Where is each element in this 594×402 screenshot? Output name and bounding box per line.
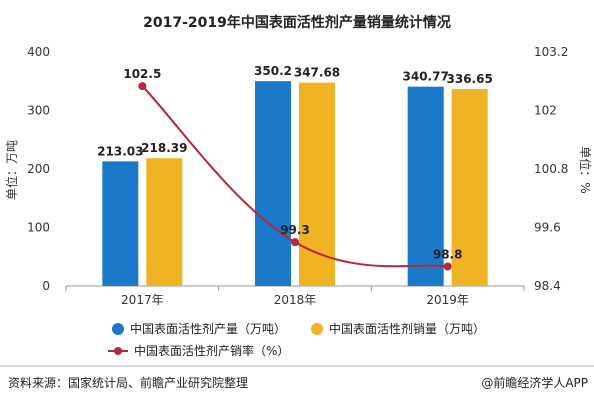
x-tick-label: 2017年 xyxy=(121,293,164,307)
bar-production xyxy=(255,81,291,287)
legend-swatch-sales xyxy=(311,323,323,335)
bar-production xyxy=(102,161,139,286)
line-point xyxy=(291,238,299,247)
legend-swatch-line-marker xyxy=(114,347,122,355)
y-left-tick-label: 300 xyxy=(27,104,50,118)
y-left-tick-label: 400 xyxy=(27,45,50,59)
line-data-label: 102.5 xyxy=(123,67,161,81)
line-data-label: 99.3 xyxy=(280,223,310,237)
x-tick-label: 2018年 xyxy=(274,293,317,307)
bar-sales xyxy=(451,89,488,286)
bar-sales xyxy=(299,82,335,286)
legend-label-sales: 中国表面活性剂销量（万吨） xyxy=(329,321,485,336)
bar-data-label: 336.65 xyxy=(447,72,493,86)
line-point xyxy=(443,262,452,271)
y-right-tick-label: 99.6 xyxy=(534,221,561,235)
marks: 213.03 350.2 340.77 218.39 347.68 336.65 102.5… xyxy=(97,64,493,287)
line-data-label: 98.8 xyxy=(433,248,463,262)
chart-title: 2017-2019年中国表面活性剂产量销量统计情况 xyxy=(143,14,451,31)
y-left-tick-label: 100 xyxy=(27,221,50,235)
y-right-tick-label: 100.8 xyxy=(534,162,568,176)
y-right-tick-label: 103.2 xyxy=(534,45,568,59)
y-axis-left-label: 单位：万吨 xyxy=(4,140,19,200)
axes: 0 100 200 300 400 98.4 99.6 100.8 102 103.2 2017年 2… xyxy=(27,45,568,307)
y-right-tick-label: 102 xyxy=(534,104,557,118)
bar-data-label: 340.77 xyxy=(403,70,449,84)
legend-label-rate: 中国表面活性剂产销率（%） xyxy=(134,343,289,358)
bar-data-label: 218.39 xyxy=(141,141,187,155)
y-left-tick-label: 200 xyxy=(27,162,50,176)
bar-data-label: 350.2 xyxy=(254,64,292,78)
bar-sales xyxy=(146,158,183,286)
x-tick-label: 2019年 xyxy=(426,293,469,307)
line-point xyxy=(138,82,147,91)
bar-data-label: 213.03 xyxy=(97,144,143,158)
footer-source: 资料来源：国家统计局、前瞻产业研究院整理 xyxy=(8,375,248,390)
y-left-tick-label: 0 xyxy=(42,279,50,293)
bar-data-label: 347.68 xyxy=(294,66,340,80)
legend: 中国表面活性剂产量（万吨） 中国表面活性剂销量（万吨） 中国表面活性剂产销率（%） xyxy=(108,321,485,358)
legend-swatch-production xyxy=(112,323,124,335)
footer-brand: @前瞻经济学人APP xyxy=(481,375,588,390)
y-right-tick-label: 98.4 xyxy=(534,279,561,293)
bar-production xyxy=(407,86,444,286)
y-axis-right-label: 单位：% xyxy=(578,146,593,193)
legend-label-production: 中国表面活性剂产量（万吨） xyxy=(130,321,286,336)
